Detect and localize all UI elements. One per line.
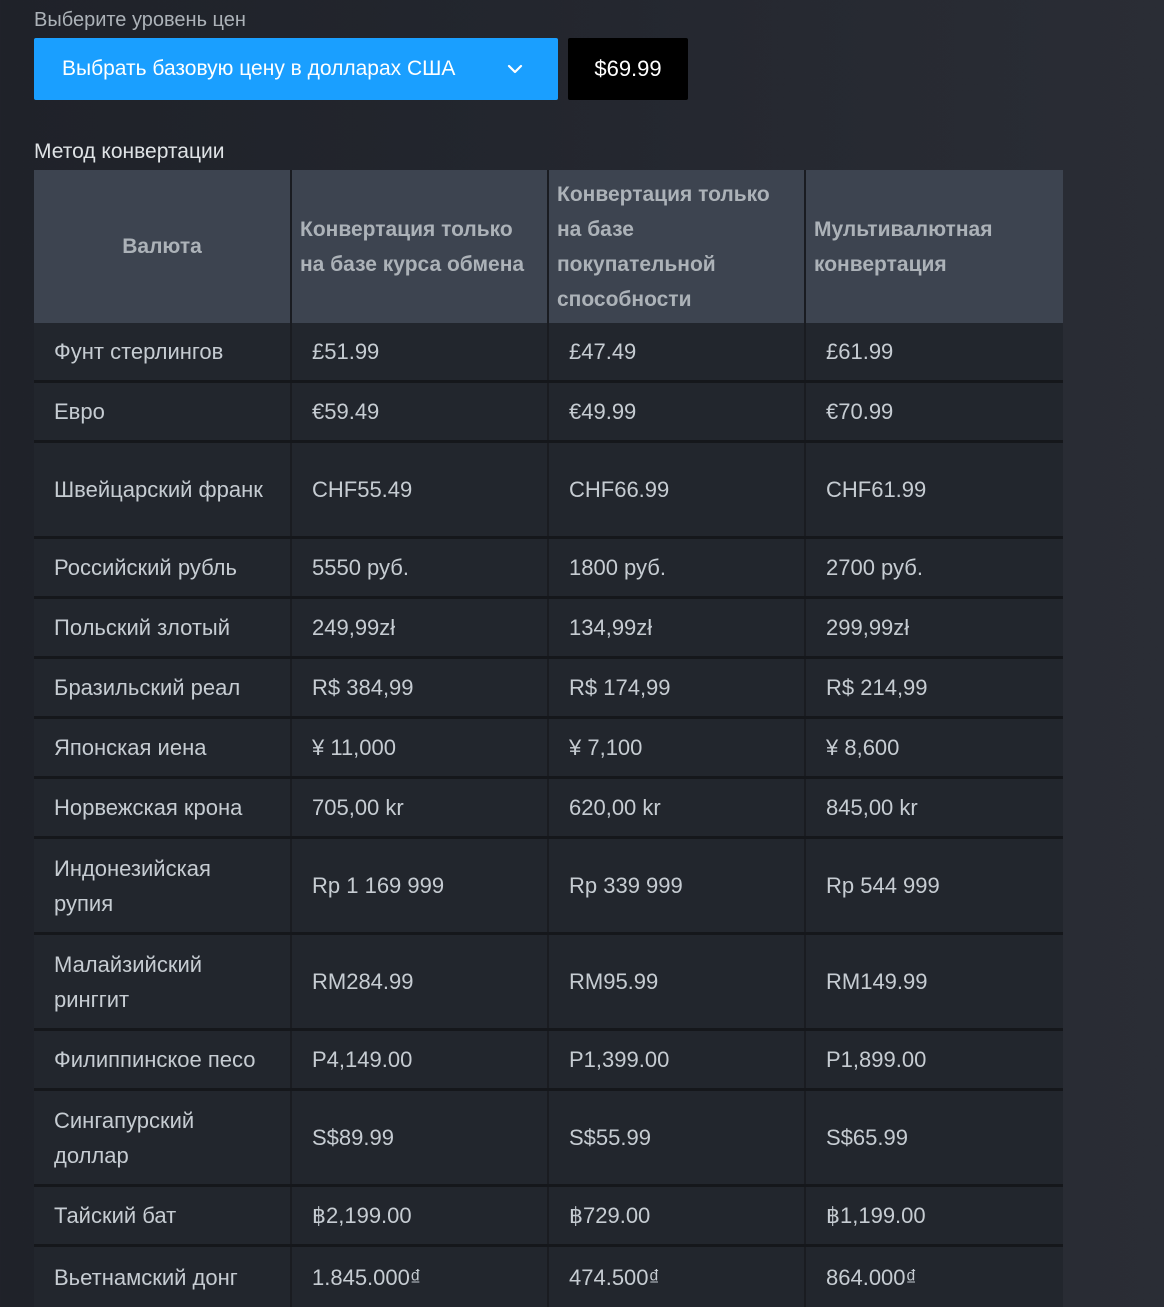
base-price-dropdown-label: Выбрать базовую цену в долларах США [62, 57, 455, 81]
cell-currency: Российский рубль [34, 538, 291, 598]
cell-exchange-rate: €59.49 [291, 382, 548, 442]
cell-multi-currency: £61.99 [805, 323, 1063, 382]
cell-exchange-rate: Rp 1 169 999 [291, 838, 548, 934]
cell-purchasing-power: ฿729.00 [548, 1186, 805, 1246]
cell-multi-currency: RM149.99 [805, 934, 1063, 1030]
cell-exchange-rate: 705,00 kr [291, 778, 548, 838]
cell-currency: Сингапурский доллар [34, 1090, 291, 1186]
table-row: Японская иена¥ 11,000¥ 7,100¥ 8,600 [34, 718, 1063, 778]
cell-currency: Польский злотый [34, 598, 291, 658]
cell-purchasing-power: 134,99zł [548, 598, 805, 658]
cell-exchange-rate: CHF55.49 [291, 442, 548, 538]
cell-purchasing-power: P1,399.00 [548, 1030, 805, 1090]
cell-exchange-rate: ฿2,199.00 [291, 1186, 548, 1246]
cell-purchasing-power: 620,00 kr [548, 778, 805, 838]
cell-multi-currency: 845,00 kr [805, 778, 1063, 838]
conversion-table: Валюта Конвертация только на базе курса … [34, 170, 1063, 1307]
cell-purchasing-power: 474.500₫ [548, 1246, 805, 1307]
table-header-row: Валюта Конвертация только на базе курса … [34, 170, 1063, 323]
cell-currency: Фунт стерлингов [34, 323, 291, 382]
cell-exchange-rate: 249,99zł [291, 598, 548, 658]
table-row: Евро€59.49€49.99€70.99 [34, 382, 1063, 442]
cell-multi-currency: P1,899.00 [805, 1030, 1063, 1090]
cell-multi-currency: ฿1,199.00 [805, 1186, 1063, 1246]
chevron-down-icon [506, 60, 524, 78]
header-purchasing-power: Конвертация только на базе покупательной… [548, 170, 805, 323]
cell-multi-currency: 2700 руб. [805, 538, 1063, 598]
cell-purchasing-power: ¥ 7,100 [548, 718, 805, 778]
base-price-dropdown[interactable]: Выбрать базовую цену в долларах США [34, 38, 558, 100]
cell-purchasing-power: RM95.99 [548, 934, 805, 1030]
cell-currency: Филиппинское песо [34, 1030, 291, 1090]
cell-currency: Евро [34, 382, 291, 442]
cell-purchasing-power: £47.49 [548, 323, 805, 382]
cell-exchange-rate: P4,149.00 [291, 1030, 548, 1090]
cell-multi-currency: €70.99 [805, 382, 1063, 442]
cell-currency: Малайзийский ринггит [34, 934, 291, 1030]
cell-exchange-rate: ¥ 11,000 [291, 718, 548, 778]
cell-currency: Японская иена [34, 718, 291, 778]
base-price-value: $69.99 [568, 38, 688, 100]
header-currency: Валюта [34, 170, 291, 323]
cell-purchasing-power: €49.99 [548, 382, 805, 442]
cell-multi-currency: 864.000₫ [805, 1246, 1063, 1307]
cell-exchange-rate: £51.99 [291, 323, 548, 382]
cell-currency: Индонезийская рупия [34, 838, 291, 934]
cell-currency: Вьетнамский донг [34, 1246, 291, 1307]
header-multi-currency: Мультивалютная конвертация [805, 170, 1063, 323]
cell-currency: Норвежская крона [34, 778, 291, 838]
cell-exchange-rate: S$89.99 [291, 1090, 548, 1186]
table-row: Тайский бат฿2,199.00฿729.00฿1,199.00 [34, 1186, 1063, 1246]
cell-purchasing-power: S$55.99 [548, 1090, 805, 1186]
cell-purchasing-power: CHF66.99 [548, 442, 805, 538]
cell-purchasing-power: 1800 руб. [548, 538, 805, 598]
cell-multi-currency: ¥ 8,600 [805, 718, 1063, 778]
price-level-label: Выберите уровень цен [34, 9, 246, 32]
cell-multi-currency: S$65.99 [805, 1090, 1063, 1186]
cell-multi-currency: R$ 214,99 [805, 658, 1063, 718]
cell-currency: Бразильский реал [34, 658, 291, 718]
cell-multi-currency: Rp 544 999 [805, 838, 1063, 934]
cell-multi-currency: CHF61.99 [805, 442, 1063, 538]
cell-currency: Швейцарский франк [34, 442, 291, 538]
table-row: Фунт стерлингов£51.99£47.49£61.99 [34, 323, 1063, 382]
cell-purchasing-power: R$ 174,99 [548, 658, 805, 718]
conversion-method-label: Метод конвертации [34, 140, 224, 164]
cell-multi-currency: 299,99zł [805, 598, 1063, 658]
cell-currency: Тайский бат [34, 1186, 291, 1246]
cell-exchange-rate: RM284.99 [291, 934, 548, 1030]
cell-purchasing-power: Rp 339 999 [548, 838, 805, 934]
cell-exchange-rate: R$ 384,99 [291, 658, 548, 718]
cell-exchange-rate: 1.845.000₫ [291, 1246, 548, 1307]
cell-exchange-rate: 5550 руб. [291, 538, 548, 598]
header-exchange-rate: Конвертация только на базе курса обмена [291, 170, 548, 323]
